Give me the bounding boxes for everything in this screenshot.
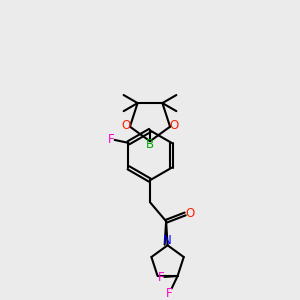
Text: B: B	[146, 138, 154, 151]
Text: F: F	[107, 134, 114, 146]
Text: F: F	[158, 271, 164, 284]
Text: N: N	[163, 233, 171, 247]
Text: O: O	[169, 119, 178, 132]
Text: O: O	[186, 207, 195, 220]
Text: F: F	[166, 287, 173, 300]
Text: O: O	[122, 119, 131, 132]
